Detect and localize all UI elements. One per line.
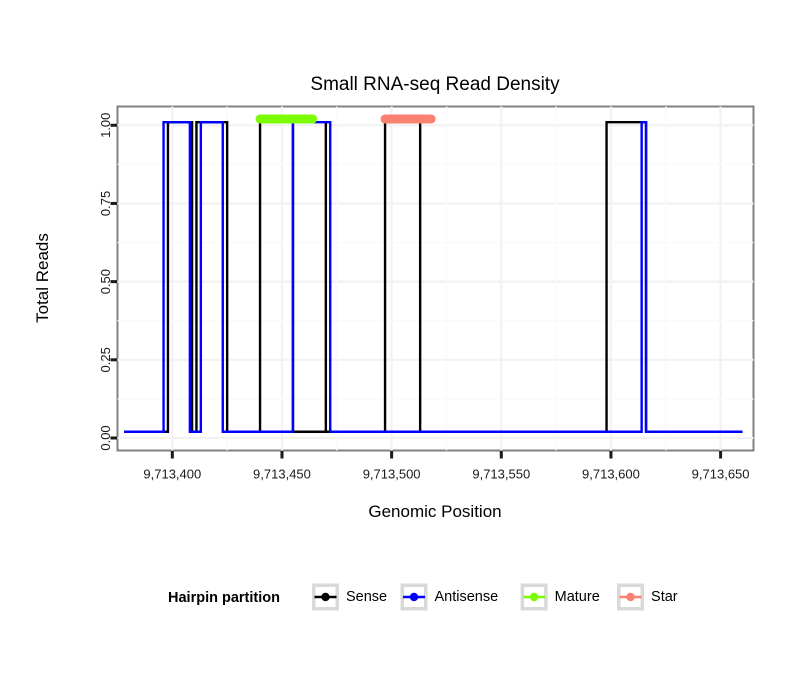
plot-panel <box>116 105 755 452</box>
x-tick-label: 9,713,650 <box>692 467 750 482</box>
legend-label: Antisense <box>435 589 499 605</box>
legend-label: Sense <box>346 589 387 605</box>
legend-key-dot <box>409 592 419 602</box>
y-axis-title: Total Reads <box>33 233 52 323</box>
legend: Hairpin partition Sense Antisense Mature St… <box>168 583 678 611</box>
legend-item-mature[interactable]: Mature <box>520 583 600 611</box>
legend-label: Star <box>651 589 678 605</box>
x-axis-ticks: 9,713,400 9,713,450 9,713,500 9,713,550 9,71… <box>143 451 750 482</box>
legend-item-antisense[interactable]: Antisense <box>400 583 499 611</box>
legend-key-dot <box>321 592 330 602</box>
legend-item-star[interactable]: Star <box>617 583 678 611</box>
y-tick-label: 0.75 <box>98 191 113 216</box>
legend-title: Hairpin partition <box>168 590 280 606</box>
y-axis-ticks: 0.00 0.25 0.50 0.75 1.00 <box>98 113 117 451</box>
legend-item-sense[interactable]: Sense <box>312 583 387 611</box>
x-tick-label: 9,713,400 <box>143 467 201 482</box>
x-tick-label: 9,713,500 <box>363 467 421 482</box>
y-tick-label: 0.00 <box>98 425 113 450</box>
series-lines <box>124 120 743 433</box>
y-tick-label: 1.00 <box>98 113 113 138</box>
legend-key-dot <box>626 592 635 602</box>
x-tick-label: 9,713,450 <box>253 467 311 482</box>
legend-key-dot <box>529 592 539 602</box>
legend-label: Mature <box>555 589 600 605</box>
chart-title: Small RNA-seq Read Density <box>310 74 560 95</box>
y-tick-label: 0.50 <box>98 269 113 294</box>
series-line-antisense <box>124 120 743 433</box>
x-tick-label: 9,713,550 <box>472 467 530 482</box>
x-axis-title: Genomic Position <box>368 502 501 521</box>
x-tick-label: 9,713,600 <box>582 467 640 482</box>
y-tick-label: 0.25 <box>98 347 113 372</box>
legend-items: Sense Antisense Mature Star <box>312 583 678 611</box>
